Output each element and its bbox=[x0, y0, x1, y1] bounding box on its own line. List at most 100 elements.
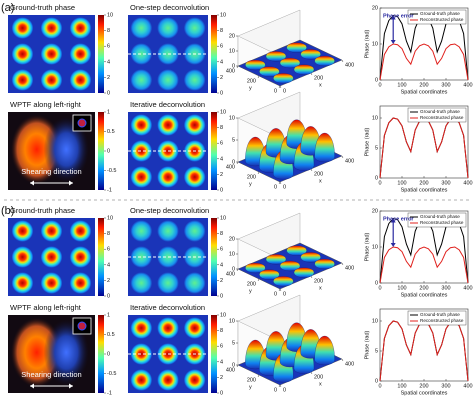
legend-label: Reconstructed phase bbox=[420, 318, 464, 323]
z-tick-label: 20 bbox=[229, 236, 235, 242]
x-tick bbox=[341, 155, 344, 159]
colorbar-tick-label: 8 bbox=[107, 28, 110, 34]
map-blob bbox=[183, 272, 206, 294]
x-tick-label: 200 bbox=[419, 82, 428, 88]
x-tick-label: 0 bbox=[378, 82, 381, 88]
x-tick-label: 400 bbox=[345, 62, 354, 68]
map-blob bbox=[69, 272, 92, 294]
colorbar bbox=[98, 112, 104, 190]
y-tick-label: 20 bbox=[372, 208, 378, 214]
x-tick bbox=[310, 371, 313, 375]
colorbar-tick-label: 10 bbox=[107, 215, 113, 221]
y-tick-label: 10 bbox=[372, 41, 378, 47]
x-tick-label: 300 bbox=[441, 383, 450, 389]
x-tick-label: 300 bbox=[441, 82, 450, 88]
y-tick-label: 200 bbox=[247, 377, 256, 383]
colorbar-tick-label: 0 bbox=[107, 293, 110, 299]
annotation: Phase error bbox=[383, 13, 414, 19]
y-tick-label: 0 bbox=[375, 280, 378, 286]
x-tick-label: 400 bbox=[463, 383, 472, 389]
map-blob bbox=[157, 220, 179, 242]
colorbar-tick-label: 10 bbox=[107, 12, 113, 18]
x-tick-label: 200 bbox=[314, 374, 323, 380]
y-tick-label: 10 bbox=[372, 244, 378, 250]
colorbar-tick-label: 6 bbox=[107, 44, 110, 50]
legend-label: Reconstructed phase bbox=[420, 17, 464, 22]
series-line bbox=[379, 43, 469, 81]
map-blob bbox=[130, 220, 153, 242]
x-axis-label: x bbox=[319, 82, 322, 88]
y-tick-label: 5 bbox=[375, 348, 378, 354]
x-tick-label: 200 bbox=[314, 278, 323, 284]
x-axis-label: x bbox=[319, 178, 322, 184]
y-tick-label: 0 bbox=[375, 175, 378, 181]
colorbar-tick-label: 0 bbox=[107, 148, 110, 154]
map-blob bbox=[157, 17, 179, 39]
y-tick-label: 400 bbox=[226, 164, 235, 170]
x-tick bbox=[279, 384, 282, 388]
map-title: WPTF along left-right bbox=[10, 100, 82, 109]
x-tick-label: 200 bbox=[314, 171, 323, 177]
map-title: Iterative deconvolution bbox=[130, 100, 205, 109]
map-blob bbox=[183, 166, 206, 188]
x-tick-label: 200 bbox=[314, 75, 323, 81]
map-blue-lobe bbox=[43, 116, 89, 183]
dome bbox=[273, 276, 294, 287]
colorbar-tick-label: 6 bbox=[220, 344, 223, 350]
panel-label: (b) bbox=[1, 205, 14, 217]
z-tick-label: 0 bbox=[232, 266, 235, 272]
y-tick-label: 0 bbox=[274, 387, 277, 393]
map-title: One-step deconvolution bbox=[130, 206, 209, 215]
y-tick-label: 20 bbox=[372, 5, 378, 11]
x-tick-label: 0 bbox=[283, 88, 286, 94]
legend-label: Ground-truth phase bbox=[420, 312, 460, 317]
dome bbox=[293, 64, 315, 75]
colorbar bbox=[211, 112, 217, 190]
y-tick-label: 0 bbox=[274, 88, 277, 94]
colorbar-tick-label: 0 bbox=[220, 90, 223, 96]
x-tick-label: 0 bbox=[283, 184, 286, 190]
map-blob bbox=[157, 114, 179, 136]
dome bbox=[265, 51, 287, 62]
map-blob bbox=[40, 220, 63, 242]
y-tick bbox=[278, 384, 281, 388]
x-tick-label: 0 bbox=[283, 291, 286, 297]
colorbar-tick-label: 4 bbox=[220, 262, 223, 268]
map-blob bbox=[157, 166, 179, 188]
x-tick-label: 400 bbox=[463, 285, 472, 291]
colorbar-tick-label: 4 bbox=[220, 359, 223, 365]
map-blob bbox=[40, 246, 63, 268]
y-axis-label: y bbox=[249, 384, 252, 390]
colorbar-tick-label: 10 bbox=[220, 312, 226, 318]
dome bbox=[314, 132, 335, 163]
colorbar-tick-label: -1 bbox=[107, 390, 112, 396]
y-tick-label: 10 bbox=[372, 115, 378, 121]
colorbar-tick-label: 0 bbox=[220, 390, 223, 396]
x-tick-label: 300 bbox=[441, 285, 450, 291]
x-tick-label: 300 bbox=[441, 180, 450, 186]
z-tick-label: 0 bbox=[232, 63, 235, 69]
z-tick-label: 5 bbox=[232, 340, 235, 346]
x-tick bbox=[279, 181, 282, 185]
dome bbox=[245, 59, 266, 71]
colorbar bbox=[211, 15, 217, 93]
colorbar-tick-label: 2 bbox=[220, 75, 223, 81]
x-tick bbox=[310, 168, 313, 172]
x-tick-label: 0 bbox=[283, 387, 286, 393]
z-tick-label: 5 bbox=[232, 137, 235, 143]
colorbar-tick-label: 4 bbox=[220, 156, 223, 162]
map-blob bbox=[69, 220, 92, 242]
map-blob bbox=[69, 17, 92, 39]
y-tick bbox=[236, 65, 239, 69]
y-tick bbox=[278, 85, 281, 89]
map-blob bbox=[157, 272, 179, 294]
legend bbox=[407, 9, 467, 25]
y-axis-label: y bbox=[249, 288, 252, 294]
colorbar-tick-label: 8 bbox=[220, 231, 223, 237]
z-tick-label: 10 bbox=[229, 318, 235, 324]
map-blob bbox=[130, 369, 153, 391]
map-blob bbox=[157, 369, 179, 391]
x-axis-label: Spatial coordinates bbox=[401, 89, 448, 95]
